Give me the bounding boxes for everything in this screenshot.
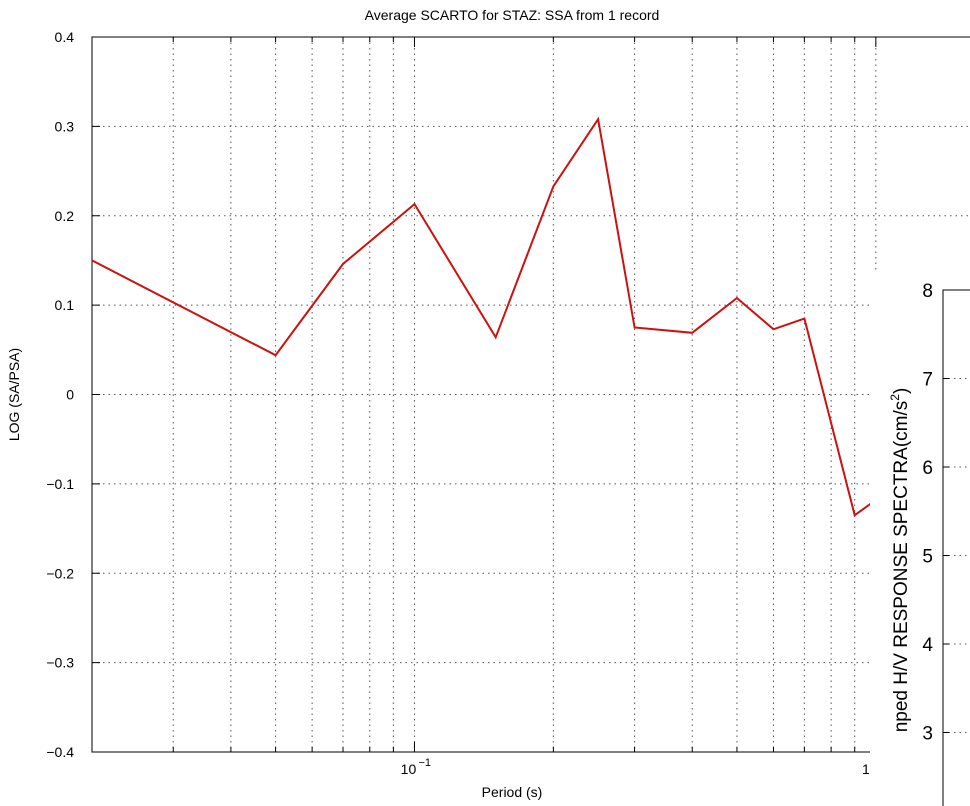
y-tick-label: −0.2 xyxy=(46,565,74,581)
y-tick-label: 0.4 xyxy=(55,29,75,45)
x-tick-label: 10 xyxy=(401,761,417,777)
x-tick-label-exponent: −1 xyxy=(418,757,431,769)
inset-y-axis-label-close: ) xyxy=(891,388,912,394)
inset-y-axis-label-main: nped H/V RESPONSE SPECTRA(cm/s xyxy=(891,401,912,733)
inset-y-tick-label: 5 xyxy=(922,547,933,568)
chart-title: Average SCARTO for STAZ: SSA from 1 reco… xyxy=(365,7,660,23)
y-tick-label: 0.2 xyxy=(55,208,75,224)
y-tick-label: −0.1 xyxy=(46,476,74,492)
inset-y-tick-label: 6 xyxy=(922,458,933,479)
inset-grid xyxy=(943,289,970,733)
inset-axis-frame xyxy=(942,289,970,806)
y-tick-label: 0.1 xyxy=(55,297,75,313)
y-tick-label: 0 xyxy=(66,387,74,403)
y-tick-label: 0.3 xyxy=(55,118,75,134)
y-tick-label: −0.3 xyxy=(46,655,74,671)
inset-chart-panel xyxy=(870,270,970,806)
y-tick-labels: 0.4 0.3 0.2 0.1 0 −0.1 −0.2 −0.3 −0.4 xyxy=(46,29,74,760)
inset-y-tick-labels: 8765432 xyxy=(922,281,933,745)
inset-y-tick-label: 3 xyxy=(922,724,933,745)
inset-y-tick-label: 7 xyxy=(922,370,933,391)
y-axis-label: LOG (SA/PSA) xyxy=(6,348,22,441)
x-axis-label: Period (s) xyxy=(482,784,543,800)
inset-y-tick-label: 8 xyxy=(922,281,933,302)
inset-y-axis-label-superscript: 2 xyxy=(888,394,902,401)
inset-y-axis-label: nped H/V RESPONSE SPECTRA(cm/s2) xyxy=(888,388,912,733)
inset-y-tick-label: 4 xyxy=(922,635,933,656)
y-tick-label: −0.4 xyxy=(46,744,74,760)
